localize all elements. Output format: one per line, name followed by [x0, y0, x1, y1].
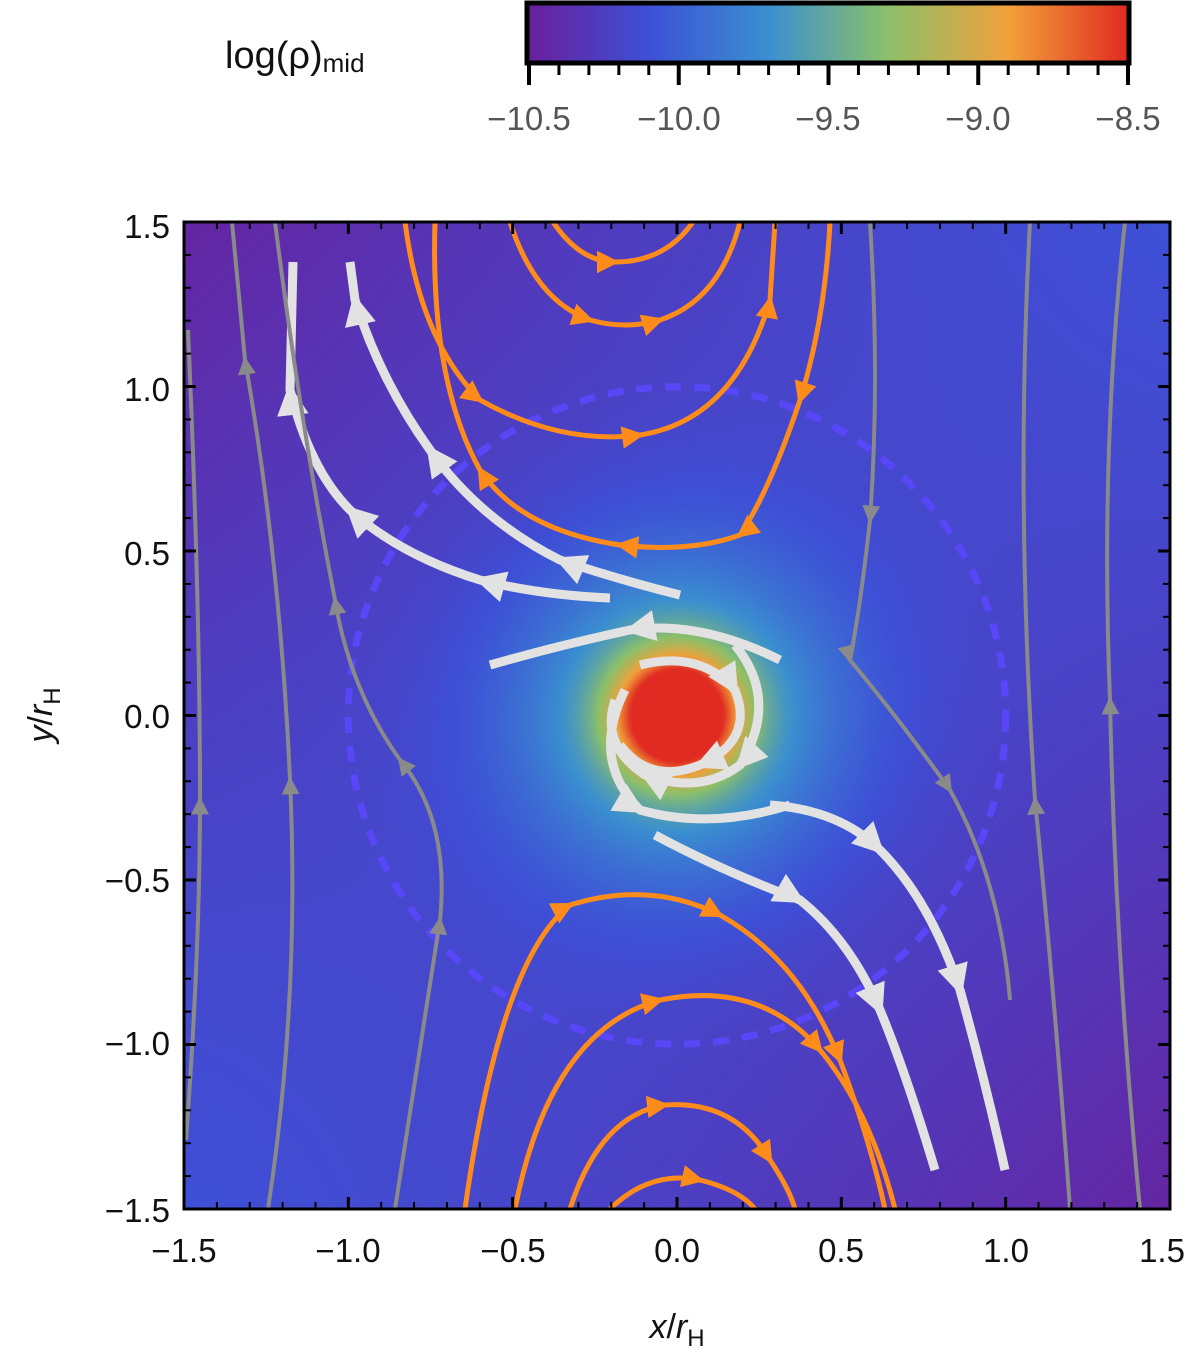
streamline — [345, 261, 682, 600]
colorbar-tick-label: −8.5 — [1095, 100, 1160, 137]
circumplanetary-streamlines — [277, 261, 1010, 1172]
colorbar-ticks — [527, 63, 1130, 85]
x-tick-label: −1.0 — [315, 1232, 380, 1269]
colorbar-title: log(ρ)mid — [225, 35, 365, 78]
streamline — [462, 892, 888, 1209]
y-tick-label: 1.0 — [124, 371, 170, 408]
streamline — [273, 222, 448, 1209]
passing-streamlines-right — [837, 222, 1142, 1209]
y-tick-label: 1.5 — [124, 208, 170, 245]
x-axis-label: x/rH — [647, 1308, 704, 1352]
y-axis-label: y/rH — [22, 687, 66, 744]
streamline — [769, 800, 1010, 1171]
streamline — [550, 222, 696, 274]
streamline — [488, 610, 783, 670]
streamlines — [184, 222, 1142, 1209]
frame-ticks — [182, 220, 1172, 1211]
streamline — [1021, 222, 1072, 1209]
x-tick-label: 1.5 — [1139, 1232, 1185, 1269]
x-tick-label: 0.0 — [654, 1232, 700, 1269]
y-tick-label: 0.0 — [124, 698, 170, 735]
streamline — [606, 642, 769, 801]
y-tick-label: −1.0 — [105, 1025, 170, 1062]
x-tick-label: −0.5 — [480, 1232, 545, 1269]
y-tick-label: −0.5 — [105, 862, 170, 899]
passing-streamlines-left — [184, 222, 448, 1209]
streamline — [230, 222, 300, 1209]
x-tick-label: 0.5 — [818, 1232, 864, 1269]
x-tick-label: −1.5 — [151, 1232, 216, 1269]
density-heatmap — [184, 222, 1170, 1209]
streamline — [608, 1165, 757, 1209]
y-axis-tick-labels: 1.5 1.0 0.5 0.0 −0.5 −1.0 −1.5 — [105, 208, 170, 1229]
colorbar-tick-labels: −10.5 −10.0 −9.5 −9.0 −8.5 — [487, 100, 1160, 137]
y-tick-label: 0.5 — [124, 535, 170, 572]
colorbar-bar — [524, 0, 1132, 66]
x-axis-tick-labels: −1.5 −1.0 −0.5 0.0 0.5 1.0 1.5 — [151, 1232, 1185, 1269]
y-tick-label: −1.5 — [105, 1192, 170, 1229]
horseshoe-streamlines-bottom — [462, 892, 898, 1209]
colorbar-tick-label: −10.5 — [487, 100, 571, 137]
streamline — [1101, 222, 1142, 1209]
x-tick-label: 1.0 — [983, 1232, 1029, 1269]
streamline — [652, 831, 940, 1172]
streamline — [606, 687, 792, 824]
streamline — [567, 1095, 798, 1209]
streamline — [184, 329, 209, 1141]
density-field — [184, 222, 1170, 1209]
colorbar: log(ρ)mid −10.5 −10.0 −9.5 −9.0 −8.5 — [225, 0, 1161, 137]
streamline — [837, 222, 1012, 1001]
colorbar-tick-label: −10.0 — [637, 100, 721, 137]
colorbar-tick-label: −9.0 — [945, 100, 1010, 137]
colorbar-tick-label: −9.5 — [795, 100, 860, 137]
